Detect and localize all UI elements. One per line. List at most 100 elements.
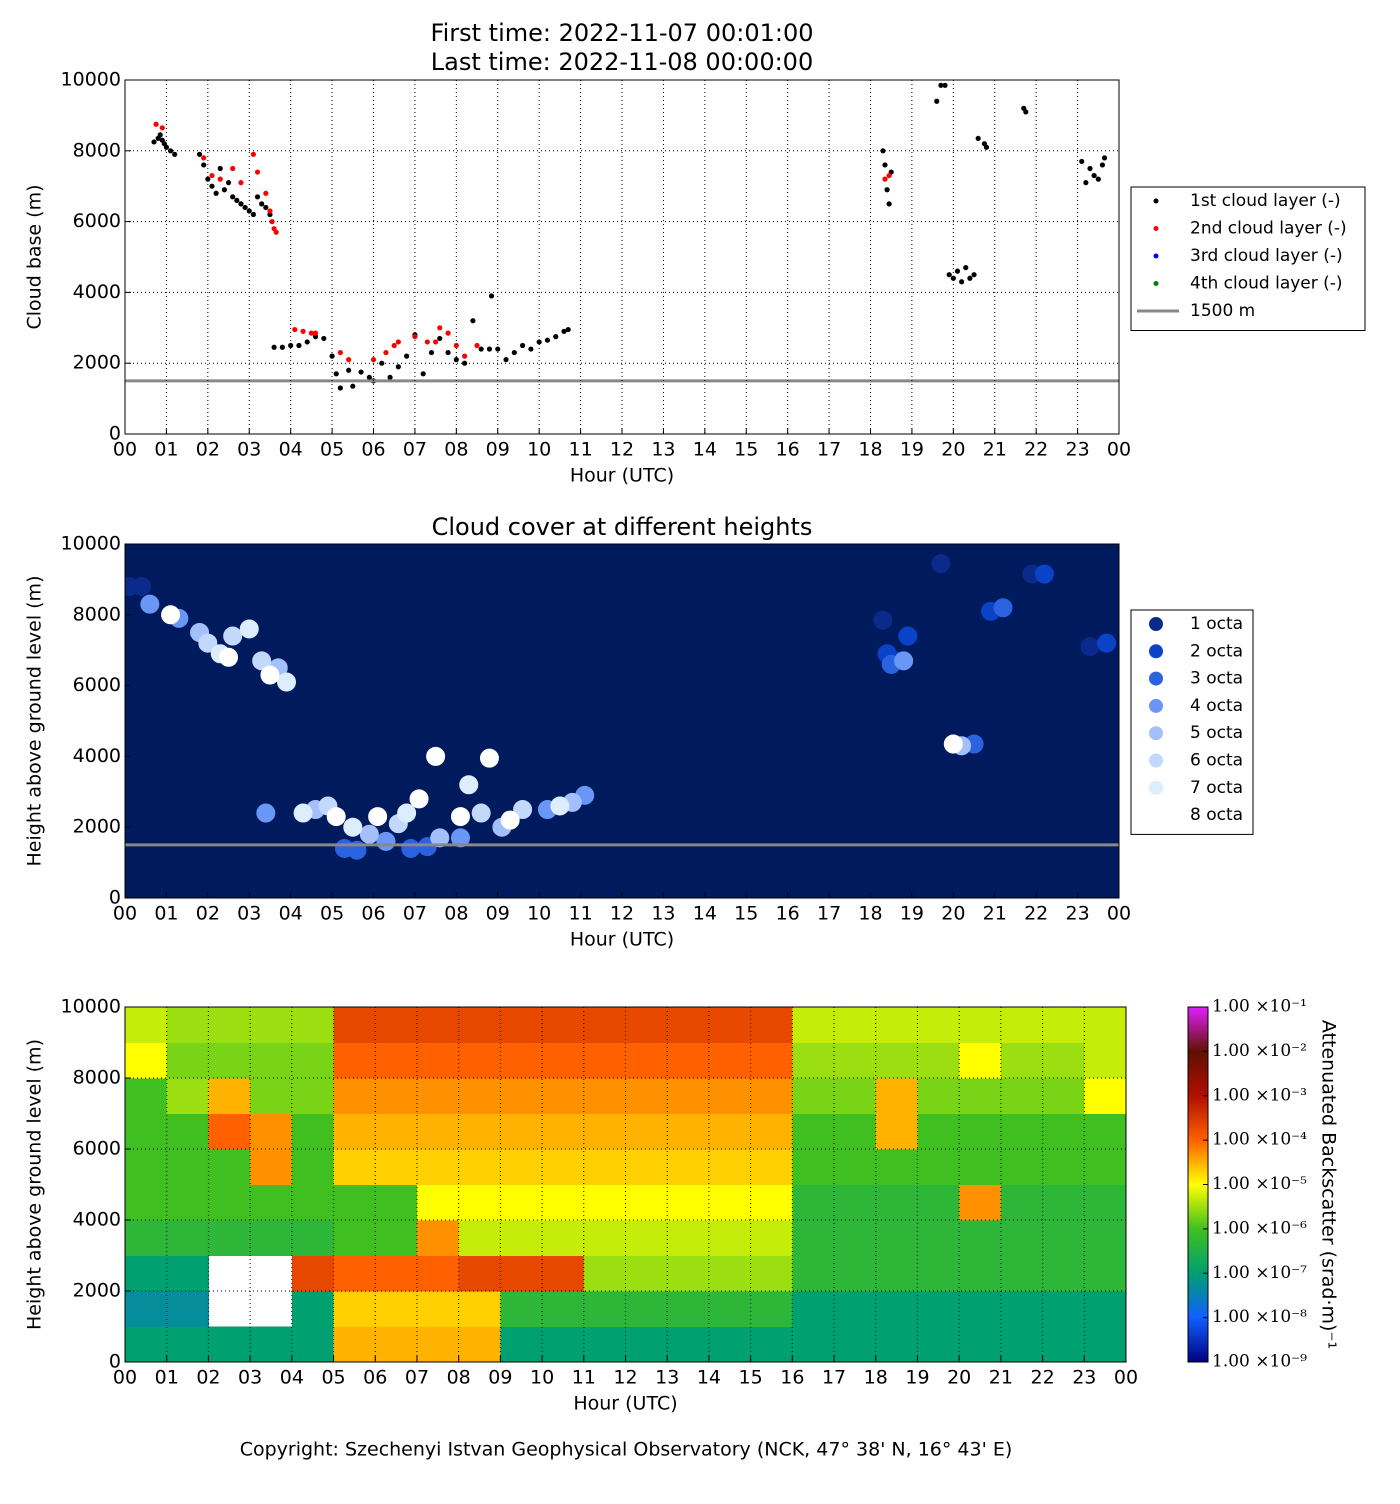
colorbar-tick-label: 1.00 ×10⁻⁷ bbox=[1212, 1263, 1307, 1283]
heat-cell bbox=[917, 1007, 960, 1043]
heat-cell bbox=[208, 1042, 251, 1079]
point bbox=[500, 810, 520, 830]
point bbox=[495, 346, 501, 352]
heat-cell bbox=[750, 1255, 793, 1292]
heat-cell bbox=[1042, 1291, 1085, 1327]
x-tick-label: 15 bbox=[739, 1367, 763, 1389]
point bbox=[263, 190, 269, 196]
x-tick-label: 13 bbox=[651, 439, 675, 461]
x-tick-label: 16 bbox=[776, 439, 800, 461]
heat-cell bbox=[959, 1184, 1002, 1221]
heat-cell bbox=[542, 1007, 585, 1043]
heat-cell bbox=[375, 1007, 418, 1043]
heat-cell bbox=[1084, 1113, 1126, 1150]
heat-cell bbox=[416, 1078, 460, 1114]
chart-subtitle: Last time: 2022-11-08 00:00:00 bbox=[431, 48, 813, 76]
x-tick-label: 12 bbox=[610, 903, 634, 925]
x-tick-label: 15 bbox=[734, 903, 758, 925]
x-tick-label: 06 bbox=[361, 903, 385, 925]
x-tick-label: 20 bbox=[947, 1367, 971, 1389]
heat-cell bbox=[1084, 1078, 1126, 1114]
legend-label: 7 octa bbox=[1190, 778, 1243, 798]
x-tick-label: 00 bbox=[1107, 903, 1131, 925]
heat-cell bbox=[375, 1078, 418, 1114]
heat-cell bbox=[917, 1078, 960, 1114]
heat-cell bbox=[542, 1326, 585, 1362]
point bbox=[488, 293, 495, 299]
heat-cell bbox=[959, 1291, 1002, 1327]
point bbox=[544, 337, 551, 343]
y-tick-label: 0 bbox=[109, 423, 121, 445]
point bbox=[246, 208, 252, 214]
point bbox=[428, 349, 435, 356]
x-tick-label: 03 bbox=[237, 439, 261, 461]
point bbox=[474, 342, 480, 349]
heat-cell bbox=[1000, 1255, 1044, 1292]
point bbox=[536, 339, 542, 345]
legend-label: 3 octa bbox=[1190, 669, 1243, 689]
heat-cell bbox=[750, 1184, 793, 1221]
point bbox=[391, 342, 397, 349]
x-tick-label: 14 bbox=[693, 439, 717, 461]
legend-marker bbox=[1153, 226, 1159, 231]
heat-cell bbox=[1042, 1149, 1085, 1185]
heat-cell bbox=[500, 1326, 543, 1362]
point bbox=[950, 275, 956, 281]
point bbox=[565, 326, 571, 333]
heat-cell bbox=[625, 1078, 668, 1114]
heat-cell bbox=[1084, 1326, 1126, 1362]
heat-cell bbox=[125, 1042, 168, 1079]
y-tick-label: 0 bbox=[109, 1351, 121, 1373]
legend-marker bbox=[1149, 617, 1163, 631]
heat-cell bbox=[333, 1113, 376, 1150]
heat-cell bbox=[125, 1078, 168, 1114]
heat-cell bbox=[291, 1255, 335, 1292]
heat-cell bbox=[542, 1113, 585, 1150]
heat-cell bbox=[917, 1184, 960, 1221]
point bbox=[140, 594, 160, 614]
heat-cell bbox=[834, 1042, 877, 1079]
heat-cell bbox=[875, 1326, 918, 1362]
heat-cell bbox=[333, 1326, 376, 1362]
heat-cell bbox=[875, 1184, 918, 1221]
colorbar-tick-label: 1.00 ×10⁻⁸ bbox=[1212, 1307, 1307, 1327]
heat-cell bbox=[792, 1326, 835, 1362]
legend-marker bbox=[1153, 281, 1159, 286]
chart-title: Cloud cover at different heights bbox=[432, 513, 813, 541]
x-tick-label: 08 bbox=[444, 439, 468, 461]
point bbox=[430, 828, 450, 848]
heat-cell bbox=[625, 1113, 668, 1150]
point bbox=[946, 272, 952, 278]
heat-cell bbox=[333, 1042, 376, 1079]
point bbox=[167, 148, 174, 154]
x-tick-label: 05 bbox=[320, 903, 344, 925]
y-axis-label: Height above ground level (m) bbox=[24, 1039, 46, 1330]
heat-cell bbox=[333, 1149, 376, 1185]
heat-cell bbox=[792, 1149, 835, 1185]
point bbox=[250, 211, 256, 218]
point bbox=[513, 800, 533, 819]
heat-cell bbox=[875, 1291, 918, 1327]
x-tick-label: 03 bbox=[237, 903, 261, 925]
heat-cell bbox=[250, 1078, 293, 1114]
colorbar-tick-label: 1.00 ×10⁻¹ bbox=[1212, 997, 1307, 1017]
legend-label: 4 octa bbox=[1190, 696, 1243, 716]
heat-cell bbox=[1000, 1007, 1044, 1043]
x-tick-label: 08 bbox=[447, 1367, 471, 1389]
point bbox=[242, 204, 248, 211]
heat-cell bbox=[500, 1113, 543, 1150]
point bbox=[975, 135, 981, 142]
heat-cell bbox=[667, 1113, 710, 1150]
x-tick-label: 19 bbox=[900, 903, 924, 925]
x-tick-label: 00 bbox=[113, 903, 137, 925]
heat-cell bbox=[1084, 1184, 1126, 1221]
x-tick-label: 00 bbox=[1107, 439, 1131, 461]
y-tick-label: 8000 bbox=[73, 139, 121, 161]
heat-cell bbox=[583, 1113, 626, 1150]
x-tick-label: 23 bbox=[1065, 903, 1089, 925]
heat-cell bbox=[166, 1007, 209, 1043]
point bbox=[1101, 155, 1108, 161]
point bbox=[387, 374, 393, 380]
x-tick-label: 10 bbox=[530, 1367, 554, 1389]
heat-cell bbox=[583, 1042, 626, 1079]
